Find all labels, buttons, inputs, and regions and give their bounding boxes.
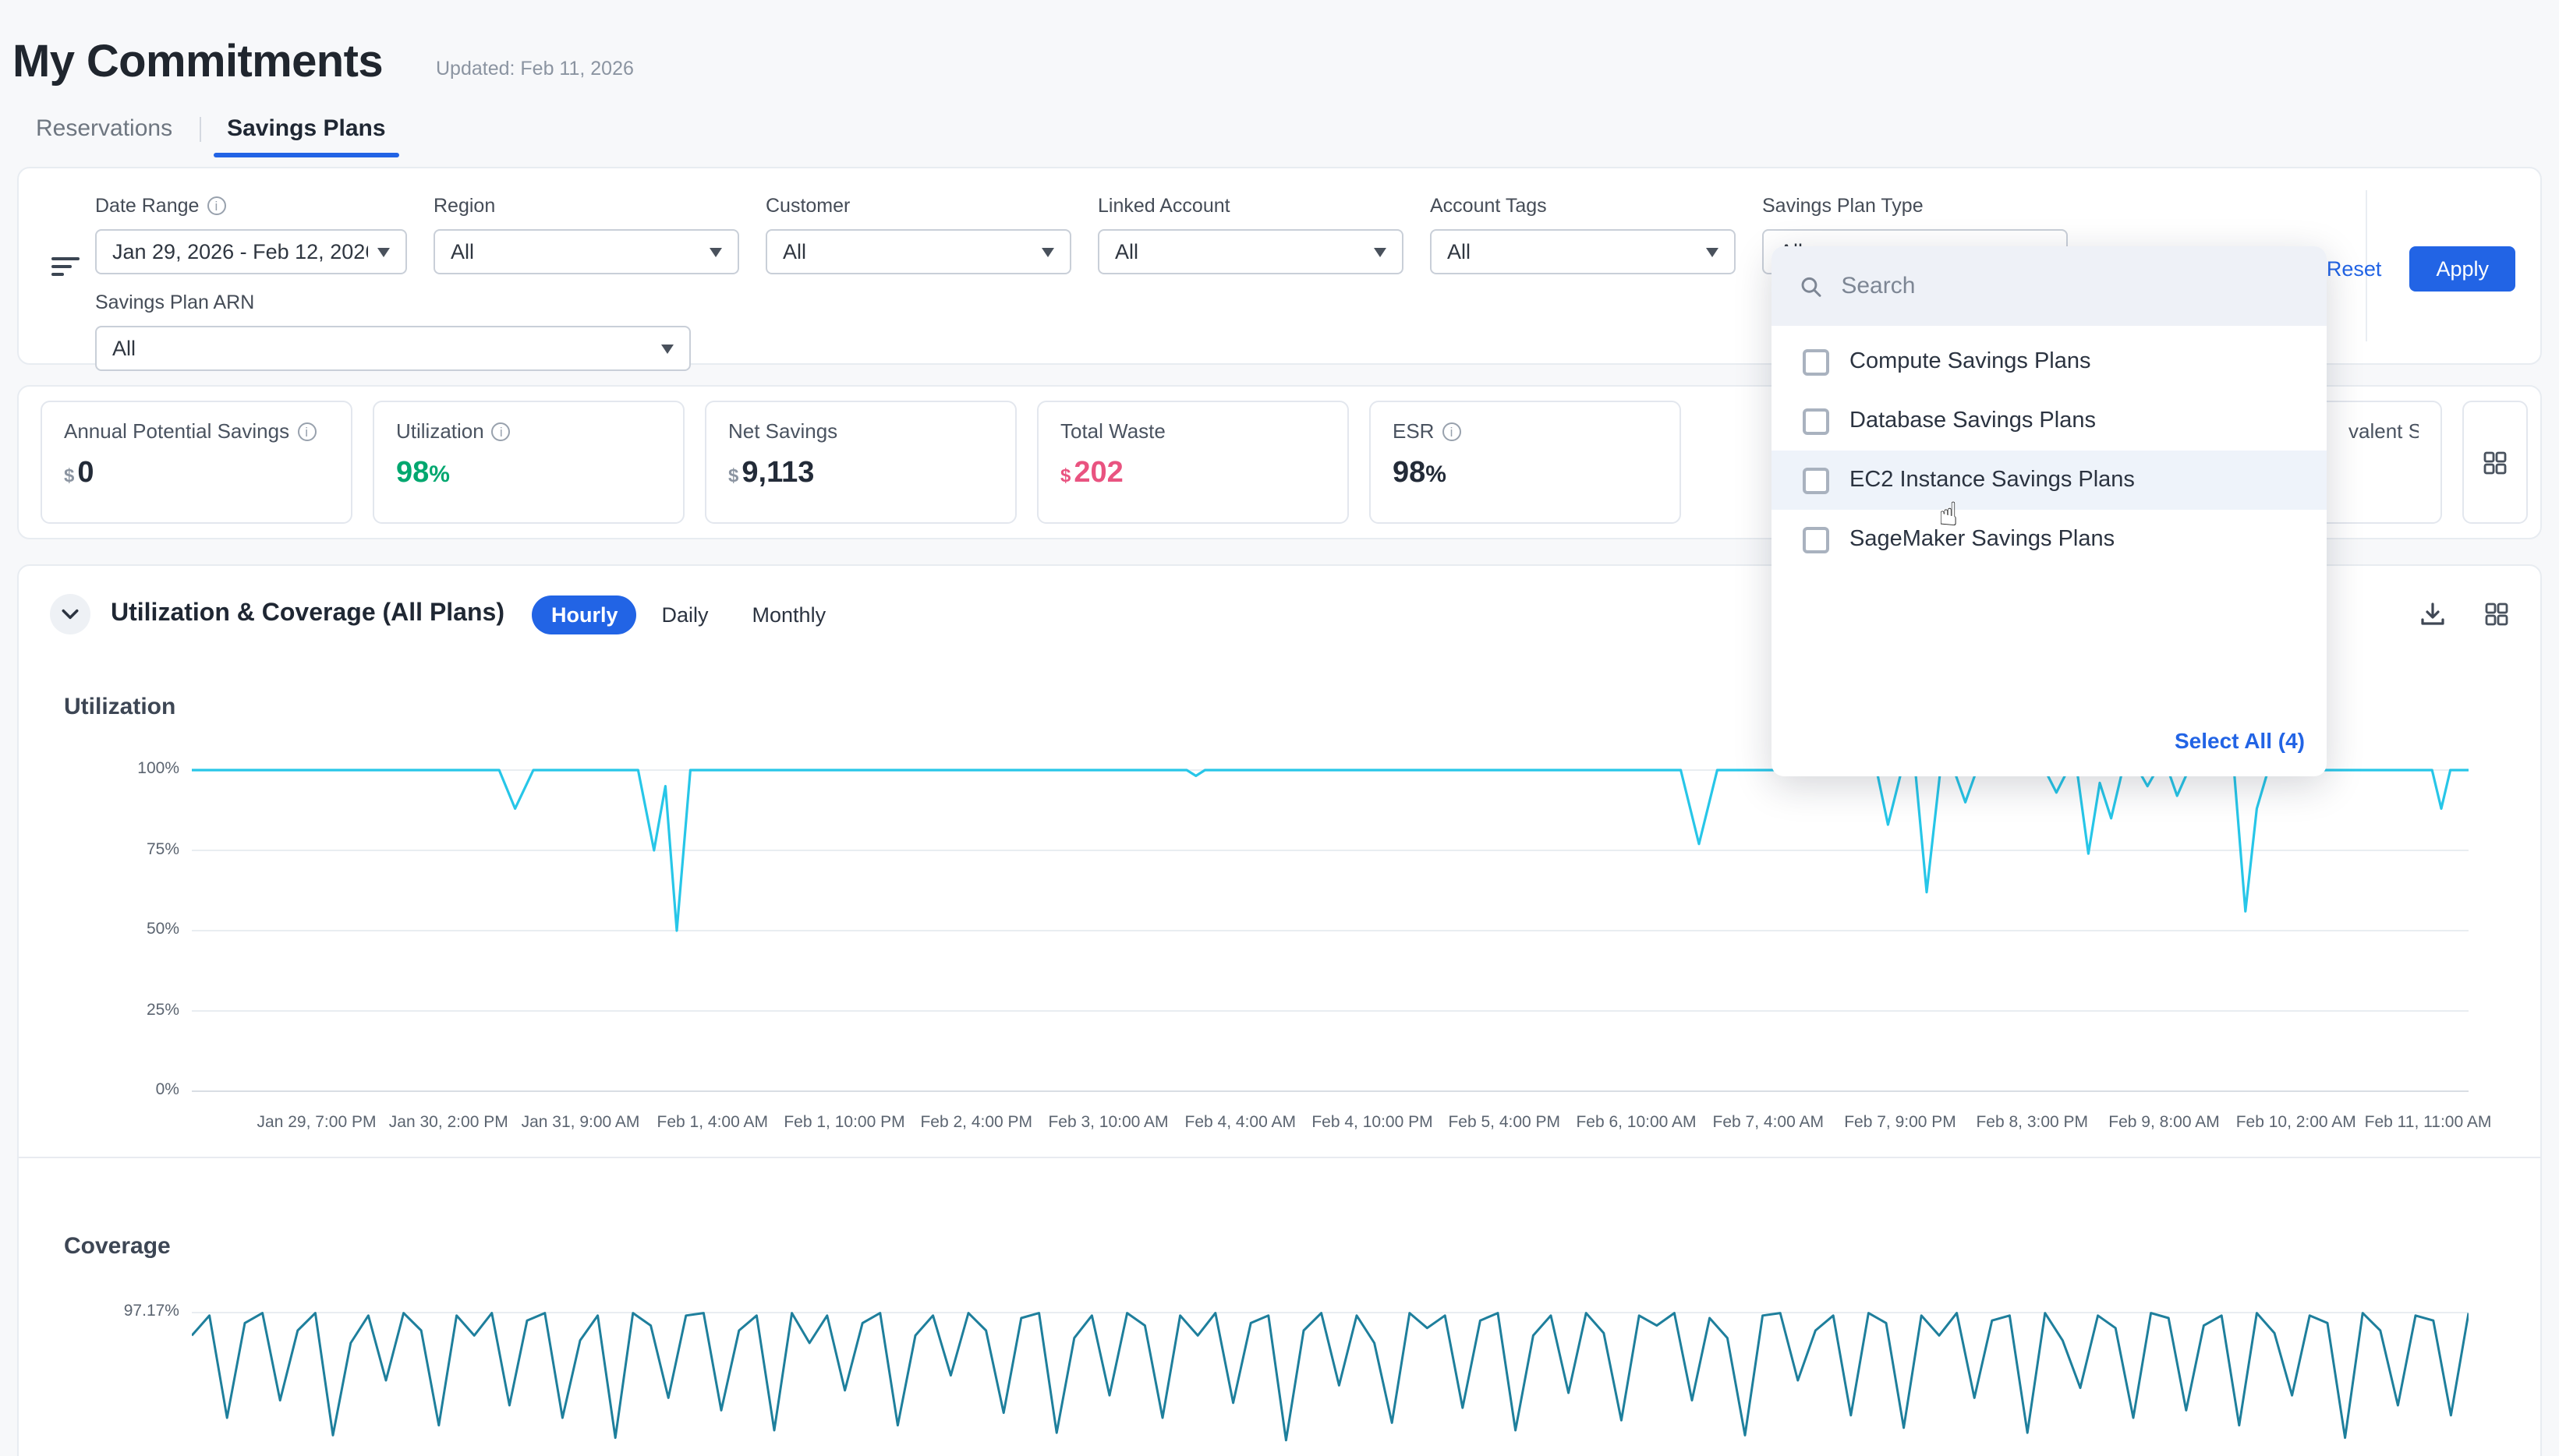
kpi-card-utilization: Utilization 98%: [373, 401, 685, 524]
y-axis-tick: 25%: [146, 1000, 179, 1019]
account-tags-select[interactable]: All: [1430, 229, 1736, 274]
region-select[interactable]: All: [434, 229, 739, 274]
filter-list-icon[interactable]: [51, 254, 80, 287]
y-axis-tick: 100%: [137, 759, 179, 778]
x-axis-tick: Feb 1, 4:00 AM: [657, 1113, 768, 1132]
utilization-coverage-card: Utilization & Coverage (All Plans) Hourl…: [17, 564, 2542, 1456]
x-axis-tick: Feb 6, 10:00 AM: [1576, 1113, 1697, 1132]
utilization-chart[interactable]: 100% 75% 50% 25% 0%: [137, 758, 2469, 1104]
chart-customize-button[interactable]: [2484, 602, 2509, 627]
coverage-chart[interactable]: 97.17%: [124, 1288, 2469, 1456]
utilization-x-axis: Jan 29, 7:00 PM Jan 30, 2:00 PM Jan 31, 9:…: [192, 1110, 2492, 1138]
date-range-select[interactable]: Jan 29, 2026 - Feb 12, 2026: [95, 229, 407, 274]
tab-bar: Reservations Savings Plans: [0, 111, 2559, 161]
x-axis-tick: Feb 1, 10:00 PM: [784, 1113, 905, 1132]
info-icon[interactable]: [207, 196, 226, 215]
collapse-section-button[interactable]: [50, 594, 90, 634]
chevron-down-icon: [1042, 247, 1054, 256]
savings-plan-arn-label: Savings Plan ARN: [95, 292, 255, 313]
tab-savings-plans[interactable]: Savings Plans: [213, 115, 399, 157]
grid-icon: [2483, 451, 2507, 474]
linked-account-select[interactable]: All: [1098, 229, 1403, 274]
dropdown-option-ec2-instance[interactable]: EC2 Instance Savings Plans: [1771, 451, 2327, 510]
granularity-toggle: Hourly Daily Monthly: [532, 595, 844, 634]
page-header: My Commitments Updated: Feb 11, 2026: [0, 0, 2559, 89]
dropdown-option-database[interactable]: Database Savings Plans: [1771, 391, 2327, 451]
customer-label: Customer: [766, 195, 851, 217]
granularity-hourly[interactable]: Hourly: [532, 595, 637, 634]
x-axis-tick: Feb 9, 8:00 AM: [2108, 1113, 2220, 1132]
dropdown-search: [1771, 246, 2327, 326]
dropdown-options: Compute Savings Plans Database Savings P…: [1771, 326, 2327, 569]
x-axis-tick: Feb 5, 4:00 PM: [1448, 1113, 1561, 1132]
apply-button[interactable]: Apply: [2409, 246, 2515, 292]
reset-button[interactable]: Reset: [2326, 257, 2382, 281]
x-axis-tick: Jan 31, 9:00 AM: [521, 1113, 640, 1132]
chevron-down-icon: [710, 247, 722, 256]
dropdown-search-input[interactable]: [1841, 273, 2299, 299]
granularity-monthly[interactable]: Monthly: [752, 603, 826, 626]
chart-section-title: Utilization & Coverage (All Plans): [111, 600, 504, 627]
coverage-y-max-label: 97.17%: [123, 1302, 179, 1320]
page-title: My Commitments: [12, 37, 384, 87]
kpi-card-annual-potential-savings: Annual Potential Savings $0: [41, 401, 352, 524]
checkbox[interactable]: [1803, 408, 1829, 434]
granularity-daily[interactable]: Daily: [661, 603, 709, 626]
x-axis-tick: Feb 11, 11:00 AM: [2364, 1113, 2492, 1132]
date-range-label: Date Range: [95, 195, 200, 217]
search-icon: [1801, 276, 1821, 296]
download-button[interactable]: [2419, 600, 2447, 628]
chevron-down-icon: [661, 344, 674, 353]
x-axis-tick: Jan 29, 7:00 PM: [257, 1113, 377, 1132]
chevron-down-icon: [62, 609, 79, 620]
x-axis-tick: Jan 30, 2:00 PM: [388, 1113, 508, 1132]
grid-icon: [2485, 603, 2508, 626]
linked-account-label: Linked Account: [1098, 195, 1230, 217]
updated-label: Updated: Feb 11, 2026: [436, 58, 634, 80]
y-axis-tick: 0%: [155, 1080, 179, 1099]
kpi-card-esr: ESR 98%: [1369, 401, 1681, 524]
section-divider: [19, 1157, 2540, 1158]
savings-plan-type-dropdown: Compute Savings Plans Database Savings P…: [1771, 246, 2327, 776]
chevron-down-icon: [377, 247, 390, 256]
x-axis-tick: Feb 4, 4:00 AM: [1184, 1113, 1296, 1132]
account-tags-label: Account Tags: [1430, 195, 1547, 217]
y-axis-tick: 50%: [146, 920, 179, 938]
info-icon[interactable]: [297, 422, 317, 440]
chevron-down-icon: [1706, 247, 1718, 256]
select-all-link[interactable]: Select All (4): [2174, 728, 2305, 753]
kpi-card-total-waste: Total Waste $202: [1037, 401, 1349, 524]
chevron-down-icon: [1374, 247, 1386, 256]
mouse-cursor-pointer: ☝: [1938, 496, 1959, 533]
customer-select[interactable]: All: [766, 229, 1071, 274]
savings-plan-type-label: Savings Plan Type: [1762, 195, 1924, 217]
tab-reservations[interactable]: Reservations: [36, 115, 173, 141]
x-axis-tick: Feb 3, 10:00 AM: [1048, 1113, 1169, 1132]
x-axis-tick: Feb 2, 4:00 PM: [920, 1113, 1033, 1132]
x-axis-tick: Feb 4, 10:00 PM: [1311, 1113, 1433, 1132]
kpi-customize-button[interactable]: [2462, 401, 2528, 524]
dropdown-option-compute[interactable]: Compute Savings Plans: [1771, 332, 2327, 391]
kpi-card-net-savings: Net Savings $9,113: [705, 401, 1017, 524]
x-axis-tick: Feb 10, 2:00 AM: [2235, 1113, 2356, 1132]
region-label: Region: [434, 195, 496, 217]
y-axis-tick: 75%: [146, 839, 179, 858]
x-axis-tick: Feb 7, 9:00 PM: [1844, 1113, 1956, 1132]
info-icon[interactable]: [491, 422, 511, 440]
tab-divider: [199, 117, 201, 142]
filter-panel: Date Range Jan 29, 2026 - Feb 12, 2026 R…: [17, 167, 2542, 776]
x-axis-tick: Feb 7, 4:00 AM: [1712, 1113, 1824, 1132]
checkbox[interactable]: [1803, 348, 1829, 375]
savings-plan-arn-select[interactable]: All: [95, 326, 691, 371]
download-icon: [2421, 603, 2444, 625]
checkbox[interactable]: [1803, 467, 1829, 493]
utilization-chart-title: Utilization: [64, 694, 176, 720]
dropdown-option-sagemaker[interactable]: SageMaker Savings Plans: [1771, 510, 2327, 569]
x-axis-tick: Feb 8, 3:00 PM: [1976, 1113, 2089, 1132]
info-icon[interactable]: [1442, 422, 1461, 440]
coverage-chart-title: Coverage: [64, 1233, 171, 1260]
filter-actions-divider: [2366, 190, 2367, 341]
checkbox[interactable]: [1803, 526, 1829, 553]
